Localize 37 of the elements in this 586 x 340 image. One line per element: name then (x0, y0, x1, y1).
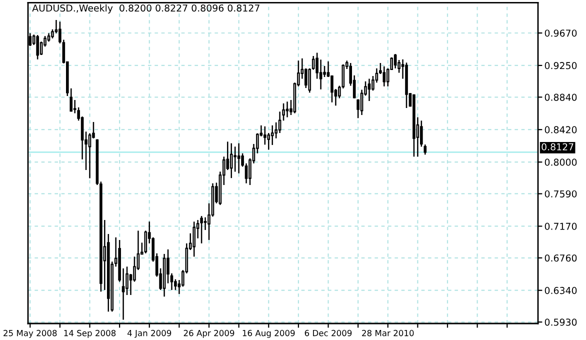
candlestick (36, 34, 39, 60)
chart-title: AUDUSD.,Weekly 0.8200 0.8227 0.8096 0.8127 (32, 4, 260, 14)
y-tick-label: 0.8840 (544, 94, 577, 101)
y-tick-label: 0.6340 (544, 286, 577, 294)
x-tick-label: 16 Aug 2009 (242, 330, 295, 338)
y-tick-label: 0.5930 (544, 318, 577, 326)
x-tick-label: 28 Mar 2010 (362, 330, 414, 336)
x-tick-label: 25 May 2008 (4, 330, 57, 338)
candlestick (88, 132, 92, 179)
candlestick (234, 146, 236, 172)
candlestick (144, 230, 148, 254)
ref-line-label: 0.8127 (542, 143, 574, 150)
x-tick-label: 6 Dec 2009 (304, 330, 352, 336)
candlestick (230, 142, 233, 179)
x-tick-label: 14 Sep 2008 (64, 330, 116, 338)
x-tick-label: 26 Apr 2009 (184, 330, 234, 338)
candlestick (278, 111, 282, 134)
candlestick (368, 78, 371, 102)
y-tick-label: 0.8420 (544, 126, 577, 134)
candlestick (200, 215, 203, 244)
x-tick-label: 4 Jan 2009 (127, 330, 172, 338)
candlestick (270, 124, 274, 146)
candlestick (323, 65, 326, 78)
y-tick-label: 0.8000 (544, 158, 577, 166)
candlestick (319, 59, 322, 90)
candlestick (263, 126, 266, 146)
candlestick (237, 142, 240, 174)
y-tick-label: 0.6760 (544, 254, 577, 262)
candlestick (382, 66, 386, 87)
candlestick (204, 216, 207, 231)
y-tick-label: 0.7170 (544, 222, 577, 230)
candlestick (394, 53, 397, 70)
y-tick-label: 0.9670 (544, 30, 577, 37)
candlestick (192, 221, 196, 258)
y-tick-label: 0.9250 (544, 62, 577, 70)
y-tick-label: 0.7590 (544, 190, 577, 198)
candlestick (286, 100, 289, 118)
